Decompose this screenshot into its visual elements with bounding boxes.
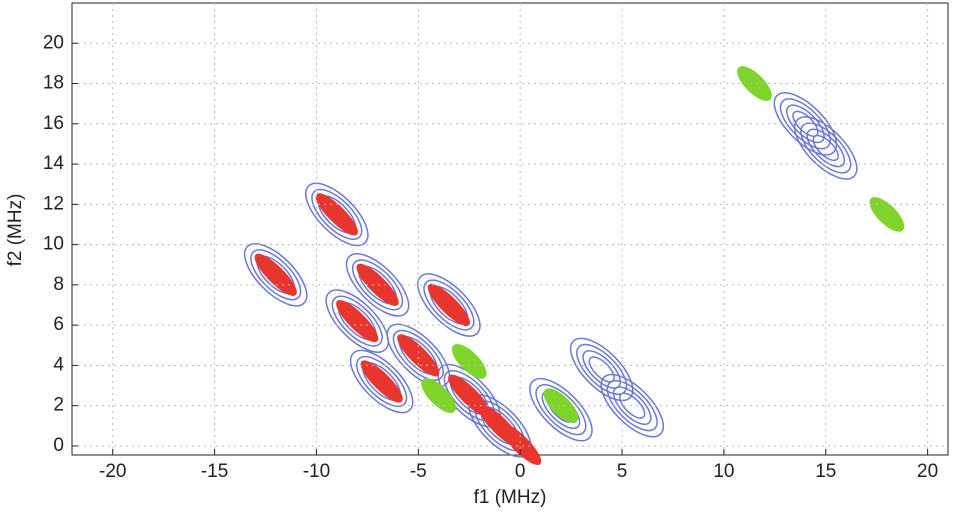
y-tick-label: 6 bbox=[53, 314, 64, 335]
contour-ring bbox=[786, 104, 825, 144]
contour-fill bbox=[360, 360, 403, 403]
contour-fill bbox=[254, 253, 297, 296]
y-axis-label: f2 (MHz) bbox=[5, 194, 26, 267]
contour-ring bbox=[529, 377, 593, 442]
peak bbox=[315, 193, 358, 236]
contour-ring bbox=[417, 273, 481, 337]
peak bbox=[869, 197, 905, 232]
peak bbox=[397, 334, 440, 377]
plot-frame bbox=[71, 2, 949, 456]
contour-ring bbox=[569, 337, 634, 402]
peak bbox=[451, 344, 487, 379]
peak bbox=[356, 263, 399, 306]
y-tick-label: 0 bbox=[53, 435, 64, 456]
y-tick-label: 20 bbox=[43, 32, 64, 53]
contour-ring bbox=[612, 386, 652, 426]
x-tick-label: 10 bbox=[713, 461, 734, 482]
x-tick-label: -20 bbox=[99, 461, 126, 482]
peak bbox=[773, 92, 838, 156]
y-tick-label: 2 bbox=[53, 395, 64, 416]
contour-ring bbox=[779, 98, 831, 150]
contour-ring bbox=[600, 373, 664, 438]
peak bbox=[499, 422, 542, 466]
x-tick-label: 0 bbox=[515, 461, 526, 482]
y-tick-label: 16 bbox=[43, 113, 64, 134]
x-tick-label: -15 bbox=[201, 461, 228, 482]
y-tick-label: 8 bbox=[53, 274, 64, 295]
x-axis-label: f1 (MHz) bbox=[474, 487, 547, 508]
contour-fill bbox=[315, 193, 358, 236]
contour-ring bbox=[806, 128, 846, 168]
contour-ring bbox=[606, 380, 658, 432]
contour-fill bbox=[737, 66, 772, 101]
x-tick-label: -5 bbox=[410, 461, 427, 482]
peak bbox=[336, 300, 379, 343]
contour-ring bbox=[773, 92, 838, 156]
contour-fill bbox=[499, 422, 542, 466]
peak bbox=[543, 388, 579, 423]
contour-ring bbox=[576, 343, 628, 395]
peak bbox=[360, 360, 403, 403]
contour-fill bbox=[397, 334, 440, 377]
contour-fill bbox=[869, 197, 905, 232]
contour-ring bbox=[792, 110, 819, 137]
contour-fill bbox=[451, 344, 487, 379]
contour-fill bbox=[421, 378, 457, 413]
x-tick-label: 20 bbox=[917, 461, 938, 482]
contour-fill bbox=[356, 263, 399, 306]
y-tick-label: 18 bbox=[43, 73, 64, 94]
y-tick-label: 14 bbox=[43, 153, 65, 174]
peak bbox=[254, 253, 297, 296]
contour-fill bbox=[336, 300, 379, 343]
plot-area bbox=[243, 66, 905, 466]
peak bbox=[421, 378, 457, 413]
contour-ring bbox=[535, 384, 587, 436]
x-tick-label: -10 bbox=[303, 461, 330, 482]
y-tick-label: 12 bbox=[43, 193, 64, 214]
peak bbox=[569, 337, 634, 402]
contour-ring bbox=[423, 279, 475, 331]
contour-fill bbox=[543, 388, 579, 423]
x-tick-label: 5 bbox=[617, 461, 628, 482]
x-tick-label: 15 bbox=[815, 461, 836, 482]
y-tick-label: 10 bbox=[43, 234, 64, 255]
y-tick-label: 4 bbox=[53, 354, 64, 375]
peak bbox=[737, 66, 772, 101]
contour-ring bbox=[794, 116, 858, 180]
